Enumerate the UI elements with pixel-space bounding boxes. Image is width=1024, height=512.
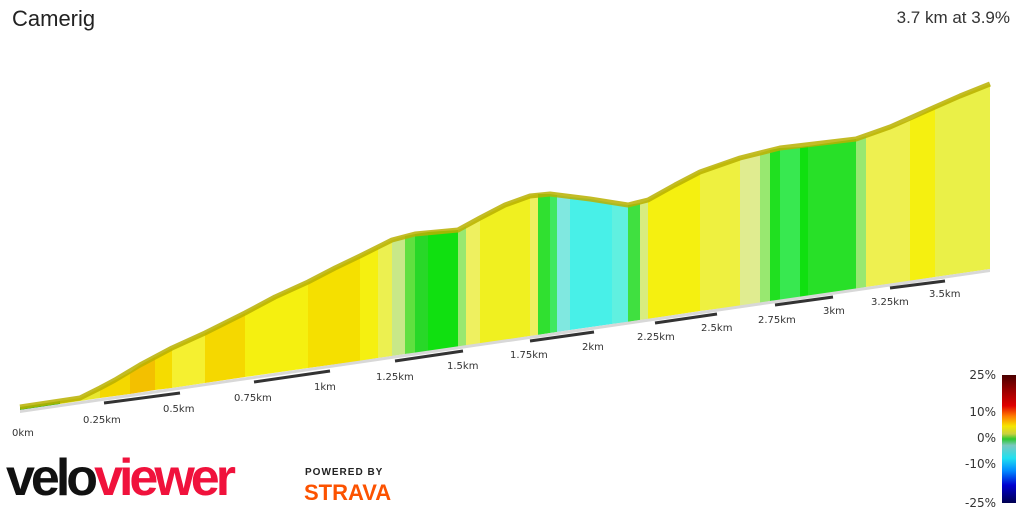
segment-flat xyxy=(405,234,415,354)
segment-moderate xyxy=(155,348,172,390)
profile-ridge xyxy=(19,81,991,410)
strava-logo[interactable]: STRAVA xyxy=(304,480,392,505)
segment-mild xyxy=(640,200,648,320)
segment-flat xyxy=(538,194,550,335)
segment-moderate xyxy=(466,218,480,346)
svg-text:0.75km: 0.75km xyxy=(234,393,272,404)
legend-label-max: 25% xyxy=(969,368,996,382)
segment-flat xyxy=(780,147,800,300)
segment-descent xyxy=(612,203,628,324)
segment-moderate xyxy=(378,240,392,358)
svg-text:1.25km: 1.25km xyxy=(376,372,414,383)
legend-label-minus10: -10% xyxy=(964,457,996,471)
climb-summary: 3.7 km at 3.9% xyxy=(896,8,1010,27)
segment-moderate xyxy=(866,120,910,287)
segment-mild xyxy=(392,236,405,356)
segment-moderate xyxy=(308,256,360,368)
segment-mild xyxy=(458,226,466,347)
segment-steep xyxy=(130,357,155,394)
gradient-colorbar xyxy=(1002,375,1016,503)
x-axis-ticks: 0km 0.25km 0.5km 0.75km 1km 1.25km 1.5km… xyxy=(12,289,960,439)
segment-moderate xyxy=(648,172,700,319)
svg-text:0.5km: 0.5km xyxy=(163,404,194,415)
svg-text:2.5km: 2.5km xyxy=(701,323,732,334)
segment-moderate xyxy=(360,247,378,361)
segment-flat xyxy=(628,203,640,322)
svg-text:3.5km: 3.5km xyxy=(929,289,960,300)
segment-moderate xyxy=(530,194,538,336)
svg-text:1km: 1km xyxy=(314,382,336,393)
logo-viewer: viewer xyxy=(94,449,236,507)
segment-moderate xyxy=(700,158,740,311)
segment-flat xyxy=(415,232,428,353)
legend-label-min: -25% xyxy=(964,496,996,510)
svg-text:3km: 3km xyxy=(823,306,845,317)
logo-velo: velo xyxy=(6,449,98,507)
svg-text:1.5km: 1.5km xyxy=(447,361,478,372)
legend-label-0: 0% xyxy=(976,431,996,445)
segment-moderate xyxy=(100,372,130,398)
svg-text:0.25km: 0.25km xyxy=(83,415,121,426)
powered-by-label: POWERED BY xyxy=(305,467,384,478)
segment-moderate xyxy=(480,196,530,344)
svg-text:2.75km: 2.75km xyxy=(758,315,796,326)
veloviewer-logo[interactable]: veloviewer xyxy=(6,449,236,507)
svg-text:1.75km: 1.75km xyxy=(510,350,548,361)
segment-mild xyxy=(760,150,770,303)
segment-moderate xyxy=(935,84,990,277)
segment-mild xyxy=(856,136,866,289)
segment-flat xyxy=(808,139,856,296)
climb-title: Camerig xyxy=(12,6,96,31)
segment-flat xyxy=(428,230,458,351)
svg-text:0km: 0km xyxy=(12,428,34,439)
segment-descent xyxy=(557,195,570,332)
profile-segments xyxy=(20,84,990,410)
svg-text:2km: 2km xyxy=(582,342,604,353)
segment-flat xyxy=(800,146,808,297)
legend-label-10: 10% xyxy=(969,405,996,419)
segment-descent xyxy=(570,197,612,330)
segment-mild xyxy=(740,153,760,306)
svg-text:3.25km: 3.25km xyxy=(871,297,909,308)
profile-base xyxy=(20,269,990,413)
segment-flat xyxy=(550,194,557,333)
svg-text:2.25km: 2.25km xyxy=(637,332,675,343)
segment-moderate xyxy=(910,107,935,281)
km-markers xyxy=(103,279,946,405)
segment-flat xyxy=(770,148,780,301)
